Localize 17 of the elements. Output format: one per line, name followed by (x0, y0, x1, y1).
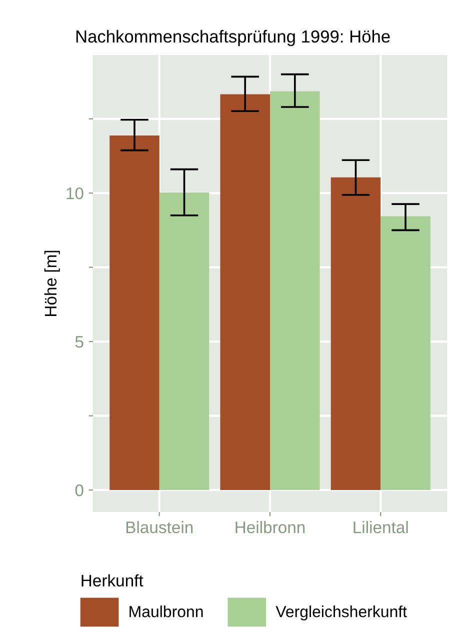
x-tick-label: Liliental (354, 521, 408, 534)
chart-title: Nachkommenschaftsprüfung 1999: Höhe (76, 30, 390, 46)
legend-title: Herkunft (82, 574, 144, 587)
bar (270, 91, 320, 490)
bar (380, 216, 430, 490)
legend-label: Maulbronn (130, 606, 203, 618)
bar (110, 135, 160, 490)
bar (330, 177, 381, 490)
legend-label: Vergleichsherkunft (276, 606, 407, 620)
bar (159, 192, 210, 490)
x-tick-label: Blaustein (126, 521, 193, 534)
y-tick-label: 5 (75, 336, 84, 348)
y-axis-title: Höhe [m] (44, 250, 60, 316)
y-tick-label: 10 (66, 187, 84, 200)
y-tick-label: 0 (75, 484, 84, 496)
x-tick-label: Heilbronn (236, 521, 305, 534)
bar (220, 94, 270, 490)
